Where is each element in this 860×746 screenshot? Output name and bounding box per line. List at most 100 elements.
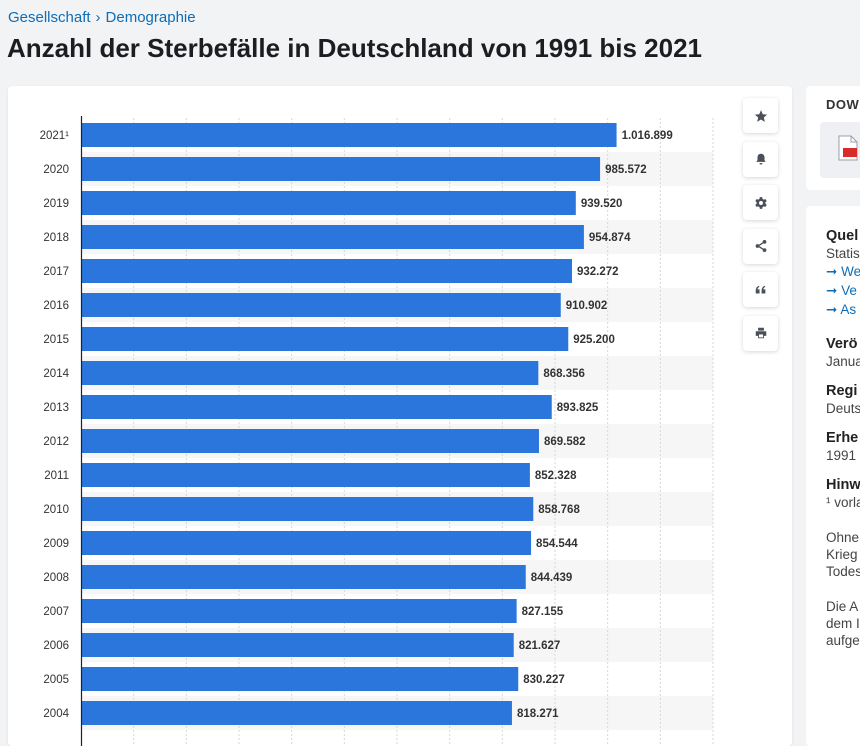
gear-icon: [754, 196, 767, 209]
category-label: 2007: [43, 606, 69, 618]
category-label: 2020: [43, 164, 69, 176]
source-text: Statis: [826, 246, 860, 261]
bar: [81, 497, 534, 521]
value-label: 869.582: [544, 436, 586, 448]
download-card: DOW: [806, 86, 860, 190]
bar-chart: 2021¹ 1.016.899 2020 985.572 2019 939.520 2018…: [40, 116, 714, 746]
notification-button[interactable]: [743, 141, 778, 177]
bar: [81, 531, 532, 555]
source-link-1[interactable]: ➞ We: [826, 264, 860, 280]
notes-heading: Hinw: [826, 477, 860, 493]
share-button[interactable]: [743, 228, 778, 264]
bar: [81, 463, 530, 487]
bar: [81, 225, 584, 249]
share-icon: [755, 240, 766, 252]
bar: [81, 565, 526, 589]
source-link-2-label: Ve: [841, 283, 857, 298]
bar: [81, 599, 517, 623]
source-link-1-label: We: [841, 264, 860, 279]
page-title: Anzahl der Sterbefälle in Deutschland vo…: [7, 33, 703, 63]
bar: [81, 157, 601, 181]
survey-period-value: 1991: [826, 448, 857, 463]
value-label: 910.902: [566, 300, 608, 312]
note-line: Ohne: [826, 530, 860, 545]
source-link-2[interactable]: ➞ Ve: [826, 283, 860, 299]
print-icon: [755, 327, 766, 339]
bar: [81, 701, 512, 725]
arrow-right-icon: ➞: [826, 302, 838, 317]
note-line: aufge: [826, 633, 860, 648]
breadcrumb-demographie[interactable]: Demographie: [105, 9, 196, 26]
bar: [81, 667, 519, 691]
category-label: 2018: [43, 232, 69, 244]
region-value: Deuts: [826, 401, 860, 416]
value-label: 858.768: [538, 504, 580, 516]
value-label: 852.328: [535, 470, 577, 482]
bar: [81, 395, 552, 419]
source-link-3-label: As: [840, 302, 857, 317]
value-label: 939.520: [581, 198, 623, 210]
bell-icon: [755, 153, 766, 165]
category-label: 2004: [43, 708, 69, 720]
value-label: 932.272: [577, 266, 619, 278]
category-label: 2006: [43, 640, 69, 652]
value-label: 868.356: [543, 368, 585, 380]
category-label: 2005: [43, 674, 69, 686]
category-label: 2009: [43, 538, 69, 550]
bar: [81, 361, 539, 385]
quote-icon: [755, 285, 765, 293]
value-label: 893.825: [557, 402, 599, 414]
print-button[interactable]: [743, 315, 778, 351]
cite-button[interactable]: [743, 272, 778, 307]
value-label: 821.627: [519, 640, 561, 652]
star-icon: [754, 109, 767, 122]
category-label: 2008: [43, 572, 69, 584]
arrow-right-icon: ➞: [826, 264, 838, 279]
note-line: dem I: [826, 616, 860, 631]
category-label: 2010: [43, 504, 69, 516]
category-label: 2017: [43, 266, 69, 278]
chart-toolbar: [743, 98, 779, 359]
value-label: 985.572: [605, 164, 647, 176]
source-panel: Quel Statis ➞ We ➞ Ve ➞ As Verö Janua Re…: [806, 206, 860, 746]
category-label: 2015: [43, 334, 69, 346]
published-heading: Verö: [826, 336, 858, 352]
chart-card: 2021¹ 1.016.899 2020 985.572 2019 939.520 2018…: [8, 86, 792, 746]
pdf-file-icon: [838, 135, 858, 161]
bar: [81, 293, 561, 317]
bar: [81, 191, 576, 215]
category-label: 2014: [43, 368, 69, 380]
value-label: 925.200: [573, 334, 615, 346]
favorite-button[interactable]: [743, 98, 778, 133]
note-line: Krieg: [826, 547, 858, 562]
bar: [81, 259, 572, 283]
bar: [81, 123, 617, 147]
bar: [81, 429, 539, 453]
arrow-right-icon: ➞: [826, 283, 838, 298]
note-line: Die A: [826, 599, 859, 614]
value-label: 827.155: [522, 606, 564, 618]
breadcrumb-gesellschaft[interactable]: Gesellschaft: [8, 9, 91, 26]
download-pdf-button[interactable]: [820, 122, 860, 178]
category-label: 2011: [44, 470, 69, 482]
region-heading: Regi: [826, 383, 858, 399]
category-label: 2019: [43, 198, 69, 210]
note-line: Todes: [826, 564, 860, 579]
source-link-3[interactable]: ➞ As: [826, 302, 860, 318]
category-label: 2016: [43, 300, 69, 312]
value-label: 1.016.899: [622, 130, 673, 142]
value-label: 844.439: [531, 572, 573, 584]
category-label: 2021¹: [40, 130, 70, 142]
category-label: 2013: [43, 402, 69, 414]
breadcrumb: Gesellschaft › Demographie: [8, 9, 196, 26]
source-heading: Quel: [826, 228, 859, 244]
notes-value: ¹ vorla: [826, 495, 860, 510]
download-title: DOW: [826, 97, 860, 112]
survey-period-heading: Erhe: [826, 430, 859, 446]
breadcrumb-separator: ›: [95, 9, 101, 26]
settings-button[interactable]: [743, 185, 778, 220]
published-value: Janua: [826, 354, 860, 369]
category-label: 2012: [43, 436, 69, 448]
value-label: 854.544: [536, 538, 578, 550]
bar: [81, 327, 569, 351]
